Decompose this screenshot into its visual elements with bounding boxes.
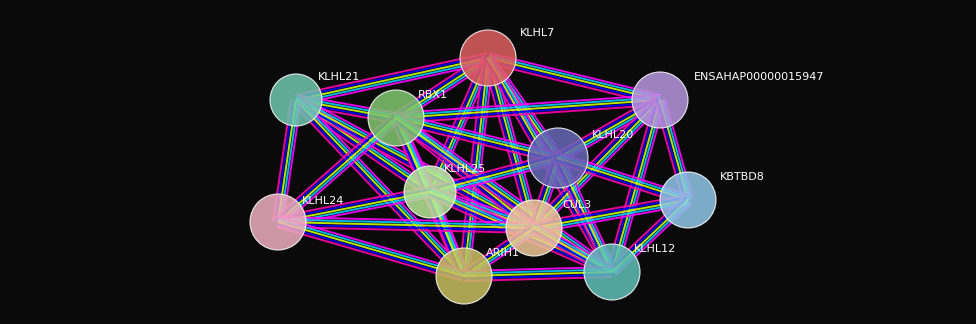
Text: KLHL12: KLHL12 <box>634 244 676 254</box>
Text: ENSAHAP00000015947: ENSAHAP00000015947 <box>694 72 825 82</box>
Text: ARIH1: ARIH1 <box>486 248 520 258</box>
Text: KLHL24: KLHL24 <box>302 196 345 206</box>
Circle shape <box>660 172 716 228</box>
Circle shape <box>270 74 322 126</box>
Circle shape <box>632 72 688 128</box>
Text: CUL3: CUL3 <box>562 200 591 210</box>
Text: RBX1: RBX1 <box>418 90 448 100</box>
Circle shape <box>506 200 562 256</box>
Circle shape <box>528 128 588 188</box>
Circle shape <box>436 248 492 304</box>
Circle shape <box>584 244 640 300</box>
Circle shape <box>404 166 456 218</box>
Text: KBTBD8: KBTBD8 <box>720 172 765 182</box>
Text: KLHL25: KLHL25 <box>444 164 486 174</box>
Circle shape <box>460 30 516 86</box>
Text: KLHL21: KLHL21 <box>318 72 360 82</box>
Text: KLHL20: KLHL20 <box>592 130 634 140</box>
Text: KLHL7: KLHL7 <box>520 28 555 38</box>
Circle shape <box>250 194 306 250</box>
Circle shape <box>368 90 424 146</box>
